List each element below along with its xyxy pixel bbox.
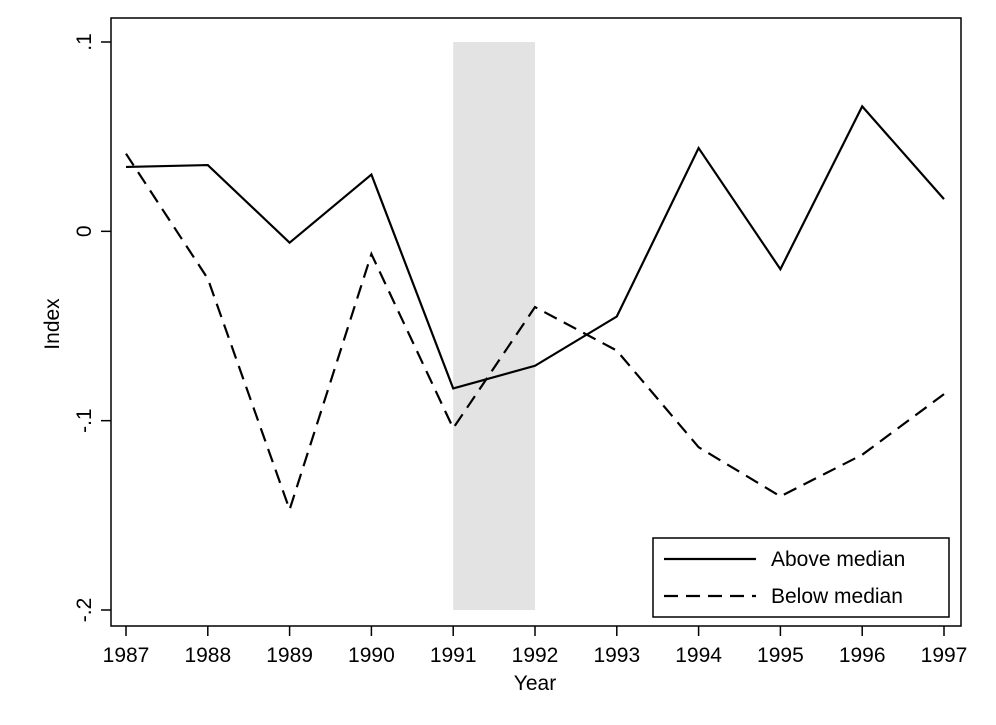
legend-box (652, 537, 950, 618)
y-axis-title: Index (41, 298, 64, 350)
legend-label-above-median: Above median (771, 548, 905, 571)
y-axis: .1 0 -.1 -.2 (73, 33, 111, 622)
legend-label-below-median: Below median (771, 585, 903, 608)
x-axis-title: Year (514, 672, 556, 695)
y-tick-label: -.1 (73, 408, 96, 433)
y-tick-label: -.2 (73, 598, 96, 623)
x-axis: 1987 1988 1989 1990 1991 1992 1993 1994 1995 1996… (103, 626, 968, 667)
y-tick-label: .1 (73, 33, 96, 51)
x-tick-label: 1994 (675, 644, 722, 667)
x-tick-label: 1995 (757, 644, 804, 667)
x-tick-label: 1996 (839, 644, 886, 667)
y-tick-label: 0 (73, 225, 96, 237)
legend: Above median Below median (652, 537, 950, 618)
x-tick-label: 1990 (348, 644, 395, 667)
series-line-above-median (125, 104, 945, 390)
x-tick-label: 1992 (512, 644, 559, 667)
x-tick-label: 1991 (430, 644, 477, 667)
x-tick-label: 1989 (266, 644, 313, 667)
plot-frame (110, 17, 962, 627)
x-tick-label: 1987 (103, 644, 150, 667)
series-layer (125, 104, 945, 514)
series-line-below-median (125, 153, 945, 514)
x-tick-label: 1993 (593, 644, 640, 667)
x-tick-label: 1997 (921, 644, 968, 667)
x-tick-label: 1988 (184, 644, 231, 667)
